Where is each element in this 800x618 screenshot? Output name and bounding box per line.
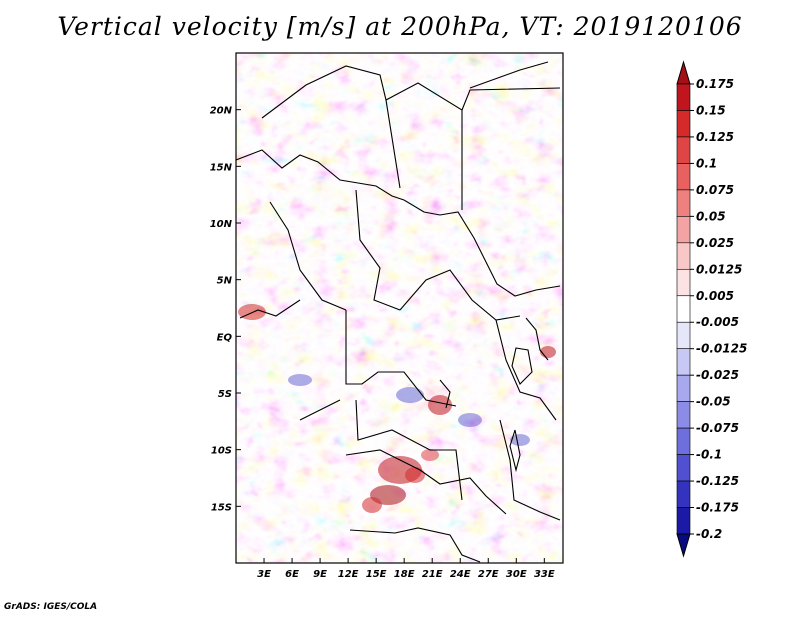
- colorbar-label: 0.0125: [696, 262, 742, 276]
- y-tick-label: 10N: [210, 219, 233, 230]
- colorbar: 0.175 0.15 0.125 0.1 0.075 0.05 0.025 0.0125 0.0…: [676, 60, 747, 558]
- y-tick-label: 5S: [218, 389, 232, 400]
- downdraft-patch: [396, 387, 424, 403]
- y-tick-label: 20N: [210, 106, 233, 117]
- y-tick-label: 15N: [210, 162, 233, 173]
- colorbar-swatch: [676, 242, 691, 270]
- colorbar-swatch: [676, 427, 691, 455]
- colorbar-swatch: [676, 454, 691, 482]
- colorbar-label: -0.005: [696, 315, 739, 329]
- colorbar-label: 0.05: [696, 209, 726, 223]
- colorbar-swatch: [676, 189, 691, 217]
- x-tick-label: 15E: [366, 569, 387, 580]
- colorbar-label: 0.005: [696, 289, 734, 303]
- heatmap-field: [236, 53, 563, 563]
- colorbar-swatch: [676, 374, 691, 402]
- colorbar-swatch: [676, 216, 691, 244]
- downdraft-patch: [458, 413, 482, 427]
- x-axis: 3E 6E 9E 12E 15E 18E 21E 24E 27E 30E 33E: [257, 558, 555, 580]
- colorbar-swatch: [676, 110, 691, 138]
- downdraft-patch: [510, 434, 530, 446]
- colorbar-label: 0.125: [696, 130, 734, 144]
- updraft-hotspot: [540, 346, 556, 358]
- colorbar-label: -0.2: [696, 527, 722, 541]
- updraft-hotspot: [421, 449, 439, 461]
- updraft-hotspot: [428, 395, 452, 415]
- x-tick-label: 24E: [450, 569, 471, 580]
- colorbar-swatch: [676, 480, 691, 508]
- colorbar-swatch: [676, 507, 691, 535]
- x-tick-label: 6E: [285, 569, 299, 580]
- x-tick-label: 21E: [422, 569, 443, 580]
- colorbar-label: -0.075: [696, 421, 739, 435]
- y-tick-label: 5N: [217, 276, 233, 287]
- updraft-hotspot: [362, 497, 382, 513]
- x-tick-label: 18E: [394, 569, 415, 580]
- colorbar-swatch: [676, 268, 691, 297]
- colorbar-swatch: [676, 348, 691, 376]
- colorbar-swatch: [676, 83, 691, 111]
- y-tick-label: 15S: [211, 502, 232, 513]
- x-tick-label: 33E: [534, 569, 555, 580]
- colorbar-label: -0.05: [696, 395, 731, 409]
- chart-title: Vertical velocity [m/s] at 200hPa, VT: 2…: [57, 12, 743, 41]
- colorbar-label: -0.025: [696, 368, 739, 382]
- colorbar-label: -0.1: [696, 448, 722, 462]
- colorbar-label: 0.1: [696, 156, 717, 170]
- colorbar-label: 0.175: [696, 77, 734, 91]
- colorbar-label: 0.025: [696, 236, 734, 250]
- colorbar-swatch: [676, 163, 691, 191]
- colorbar-label: 0.075: [696, 183, 734, 197]
- plot-frame: [235, 52, 564, 564]
- grads-credit: GrADS: IGES/COLA: [4, 602, 98, 612]
- colorbar-top-arrow: [676, 60, 691, 85]
- colorbar-swatch: [676, 321, 691, 350]
- colorbar-label: -0.125: [696, 474, 739, 488]
- colorbar-label: -0.0125: [696, 342, 747, 356]
- colorbar-label: 0.15: [696, 103, 726, 117]
- x-tick-label: 3E: [257, 569, 271, 580]
- colorbar-swatch: [676, 295, 691, 323]
- colorbar-label: -0.175: [696, 501, 739, 515]
- country-borders: [236, 61, 561, 563]
- downdraft-patch: [288, 374, 312, 386]
- x-tick-label: 30E: [506, 569, 527, 580]
- colorbar-bottom-arrow: [676, 533, 691, 558]
- x-tick-label: 12E: [338, 569, 359, 580]
- x-tick-label: 27E: [478, 569, 499, 580]
- x-tick-label: 9E: [313, 569, 327, 580]
- colorbar-swatch: [676, 136, 691, 164]
- updraft-hotspot: [405, 467, 425, 483]
- y-tick-label: 10S: [211, 446, 232, 457]
- colorbar-swatch: [676, 401, 691, 429]
- y-axis: 20N 15N 10N 5N EQ 5S 10S 15S: [210, 106, 241, 513]
- y-tick-label: EQ: [217, 332, 233, 343]
